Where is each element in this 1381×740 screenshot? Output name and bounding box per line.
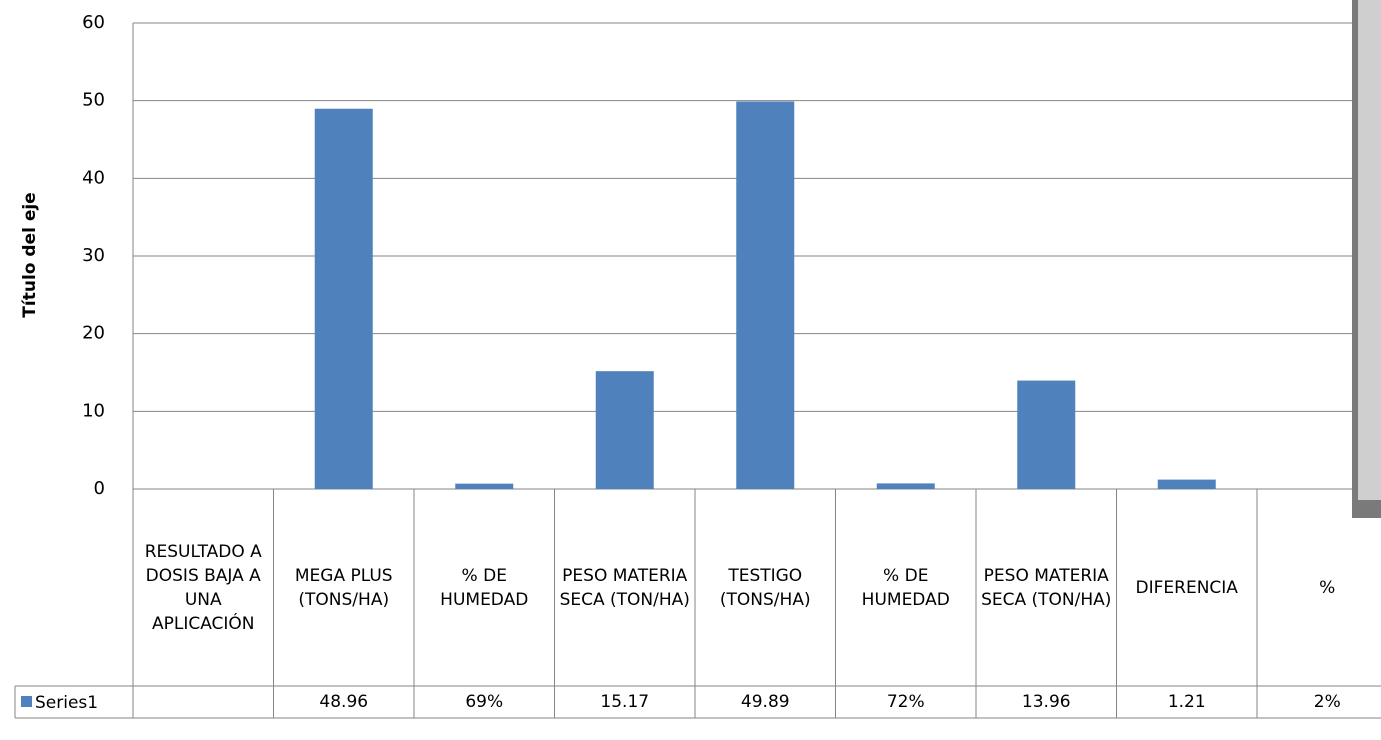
value-label: 1.21	[1167, 692, 1206, 712]
value-label: 2%	[1313, 692, 1341, 712]
legend-label: Series1	[35, 693, 98, 713]
y-tick-label: 20	[82, 323, 105, 344]
bar	[1157, 479, 1216, 489]
y-tick-label: 50	[82, 90, 105, 111]
value-label: 13.96	[1021, 692, 1071, 712]
y-tick-label: 40	[82, 167, 105, 188]
category-label: % DE HUMEDAD	[440, 565, 529, 610]
value-label: 69%	[465, 692, 504, 712]
category-label: MEGA PLUS (TONS/HA)	[294, 565, 393, 610]
value-label: 48.96	[319, 692, 369, 712]
value-label: 72%	[886, 692, 925, 712]
category-label: % DE HUMEDAD	[861, 565, 950, 610]
y-tick-label: 60	[82, 12, 105, 33]
y-tick-label: 0	[94, 478, 105, 499]
bar	[595, 371, 654, 489]
value-label: 49.89	[740, 692, 790, 712]
category-label: PESO MATERIA SECA (TON/HA)	[559, 565, 690, 610]
category-label: TESTIGO (TONS/HA)	[719, 565, 811, 610]
y-tick-label: 30	[82, 245, 105, 266]
value-label: 15.17	[600, 692, 650, 712]
category-label: PESO MATERIA SECA (TON/HA)	[981, 565, 1112, 610]
y-axis-title: Título del eje	[20, 192, 40, 317]
bar	[736, 101, 795, 490]
bar	[876, 483, 935, 489]
y-tick-label: 10	[82, 400, 105, 421]
category-label: RESULTADO A DOSIS BAJA A UNA APLICACIÓN	[144, 541, 262, 634]
bar	[314, 108, 373, 489]
legend-swatch	[21, 696, 32, 707]
bar	[455, 483, 514, 489]
category-label: %	[1319, 577, 1336, 598]
bar	[1017, 380, 1076, 489]
category-label: DIFERENCIA	[1135, 577, 1238, 598]
value-label	[133, 686, 274, 718]
photo-paper	[1358, 0, 1381, 500]
